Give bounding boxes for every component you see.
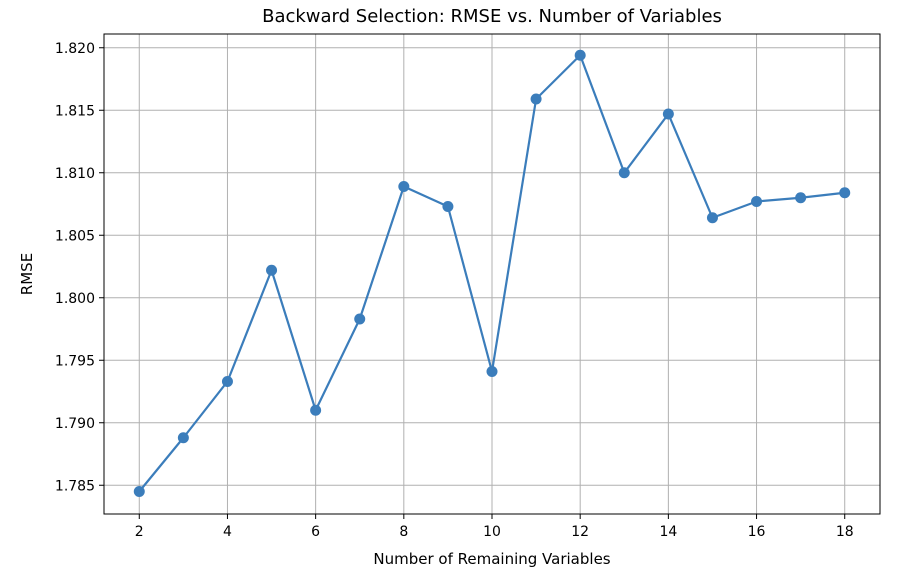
data-point xyxy=(398,181,410,192)
data-point xyxy=(221,376,233,387)
data-point xyxy=(618,167,630,179)
y-axis: 1.785 1.790 1.795 1.800 1.805 1.810 1.815 1.820 xyxy=(55,41,104,494)
data-point xyxy=(266,264,278,276)
x-tick-label: 2 xyxy=(135,524,144,540)
data-point xyxy=(310,404,322,416)
y-tick-label: 1.820 xyxy=(55,41,95,57)
data-point xyxy=(133,486,145,497)
y-axis-label: RMSE xyxy=(18,253,36,295)
data-point xyxy=(839,187,851,199)
data-point xyxy=(706,212,718,224)
x-axis-label: Number of Remaining Variables xyxy=(373,550,610,568)
x-tick-label: 12 xyxy=(571,524,589,540)
y-tick-label: 1.805 xyxy=(55,228,95,244)
y-tick-label: 1.785 xyxy=(55,478,95,494)
data-point xyxy=(442,201,454,212)
data-point xyxy=(486,366,498,377)
x-tick-label: 6 xyxy=(311,524,320,540)
data-point xyxy=(574,49,586,61)
data-point xyxy=(751,196,763,207)
x-axis: 2 4 6 8 10 12 14 16 18 xyxy=(135,514,854,540)
data-point xyxy=(795,192,807,204)
chart-title: Backward Selection: RMSE vs. Number of V… xyxy=(262,6,722,27)
x-tick-label: 18 xyxy=(836,524,854,540)
y-tick-label: 1.815 xyxy=(55,103,95,119)
x-tick-label: 4 xyxy=(223,524,232,540)
y-tick-label: 1.810 xyxy=(55,166,95,182)
series-layer xyxy=(133,49,851,497)
x-tick-label: 16 xyxy=(748,524,766,540)
x-tick-label: 8 xyxy=(399,524,408,540)
y-tick-label: 1.795 xyxy=(55,353,95,369)
data-point xyxy=(177,432,189,444)
grid xyxy=(104,34,880,514)
x-tick-label: 14 xyxy=(659,524,677,540)
data-point xyxy=(530,93,542,105)
data-point xyxy=(354,313,366,325)
data-point xyxy=(662,108,674,120)
x-tick-label: 10 xyxy=(483,524,501,540)
y-tick-label: 1.800 xyxy=(55,291,95,307)
y-tick-label: 1.790 xyxy=(55,416,95,432)
